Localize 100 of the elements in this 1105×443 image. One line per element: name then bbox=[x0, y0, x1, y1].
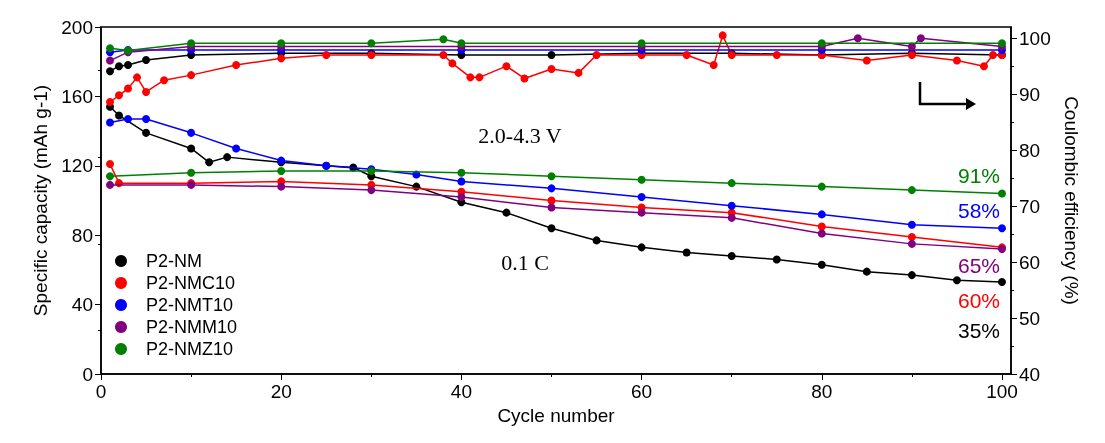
point bbox=[106, 180, 115, 189]
annotation: 58% bbox=[957, 198, 1000, 222]
point bbox=[277, 182, 286, 191]
point bbox=[727, 252, 736, 261]
y-tick-label: 40 bbox=[71, 294, 93, 316]
legend-label: P2-NMC10 bbox=[146, 273, 236, 293]
x-tick-label: 60 bbox=[631, 381, 653, 402]
legend-label: P2-NMT10 bbox=[146, 295, 234, 315]
x-tick-label: 0 bbox=[95, 381, 107, 402]
annotation: 91% bbox=[957, 163, 1000, 187]
point bbox=[907, 42, 916, 51]
y-tick-label: 80 bbox=[71, 224, 93, 246]
y2-tick-label: 60 bbox=[1019, 251, 1041, 273]
point bbox=[457, 193, 466, 202]
point bbox=[988, 50, 997, 59]
point bbox=[106, 98, 115, 106]
point bbox=[277, 167, 286, 175]
point bbox=[709, 61, 718, 70]
annotation: 65% bbox=[957, 253, 1000, 277]
point bbox=[952, 56, 961, 65]
point bbox=[592, 50, 601, 59]
point bbox=[457, 168, 466, 177]
point bbox=[502, 62, 511, 71]
y2-tick-label: 50 bbox=[1019, 307, 1041, 329]
point bbox=[727, 213, 736, 222]
point bbox=[862, 56, 871, 65]
point bbox=[547, 64, 556, 73]
point bbox=[232, 61, 241, 70]
point bbox=[547, 203, 556, 212]
x-axis-title: Cycle number bbox=[497, 404, 616, 426]
point bbox=[998, 224, 1006, 233]
y2-tick-label: 80 bbox=[1019, 139, 1041, 161]
y2-tick-label: 100 bbox=[1019, 27, 1051, 49]
point bbox=[637, 193, 646, 202]
point bbox=[124, 84, 133, 93]
point bbox=[160, 76, 169, 85]
legend-label: P2-NMZ10 bbox=[146, 339, 234, 359]
point bbox=[439, 35, 448, 44]
point bbox=[772, 255, 781, 264]
y2-tick-label: 70 bbox=[1019, 195, 1041, 217]
point bbox=[187, 128, 196, 137]
point bbox=[115, 111, 124, 120]
point bbox=[547, 196, 556, 205]
point bbox=[457, 177, 466, 186]
point bbox=[466, 73, 475, 82]
x-tick-label: 40 bbox=[450, 381, 472, 402]
point bbox=[142, 87, 151, 96]
point bbox=[907, 239, 916, 248]
point bbox=[448, 59, 457, 68]
point bbox=[682, 248, 691, 257]
point bbox=[106, 56, 115, 65]
point bbox=[106, 160, 115, 169]
point bbox=[142, 56, 151, 65]
point bbox=[637, 243, 646, 252]
point bbox=[475, 73, 484, 82]
point bbox=[502, 208, 511, 217]
legend-label: P2-NMM10 bbox=[146, 317, 238, 337]
point bbox=[106, 67, 115, 76]
y2-axis-title: Coulombic efficiency (%) bbox=[1060, 96, 1082, 305]
y-tick-label: 120 bbox=[61, 155, 93, 177]
point bbox=[998, 189, 1006, 198]
point bbox=[547, 224, 556, 233]
point bbox=[727, 201, 736, 210]
legend-label: P2-NM bbox=[146, 251, 203, 271]
point bbox=[115, 62, 124, 71]
point bbox=[187, 144, 196, 153]
point bbox=[574, 68, 583, 77]
point bbox=[772, 50, 781, 59]
point bbox=[322, 50, 331, 59]
point bbox=[907, 271, 916, 280]
point bbox=[439, 50, 448, 59]
point bbox=[367, 186, 376, 195]
point bbox=[998, 278, 1006, 287]
point bbox=[142, 114, 151, 123]
y-tick-label: 160 bbox=[61, 85, 93, 107]
point bbox=[106, 44, 115, 53]
point bbox=[907, 232, 916, 241]
point bbox=[367, 39, 376, 48]
point bbox=[232, 144, 241, 153]
point bbox=[592, 236, 601, 245]
y2-tick-label: 40 bbox=[1019, 363, 1041, 385]
point bbox=[106, 118, 115, 127]
point bbox=[547, 184, 556, 193]
point bbox=[277, 54, 286, 63]
point bbox=[817, 222, 826, 231]
annotation: 60% bbox=[957, 288, 1000, 312]
point bbox=[862, 267, 871, 276]
x-tick-label: 80 bbox=[811, 381, 833, 402]
point bbox=[520, 74, 529, 83]
point bbox=[133, 73, 142, 82]
point bbox=[727, 179, 736, 188]
x-tick-label: 100 bbox=[986, 381, 1018, 402]
point bbox=[223, 153, 232, 162]
point bbox=[124, 114, 133, 123]
point bbox=[187, 168, 196, 177]
point bbox=[187, 71, 196, 80]
point bbox=[682, 50, 691, 59]
point bbox=[547, 172, 556, 181]
point bbox=[817, 229, 826, 238]
point bbox=[205, 158, 214, 167]
